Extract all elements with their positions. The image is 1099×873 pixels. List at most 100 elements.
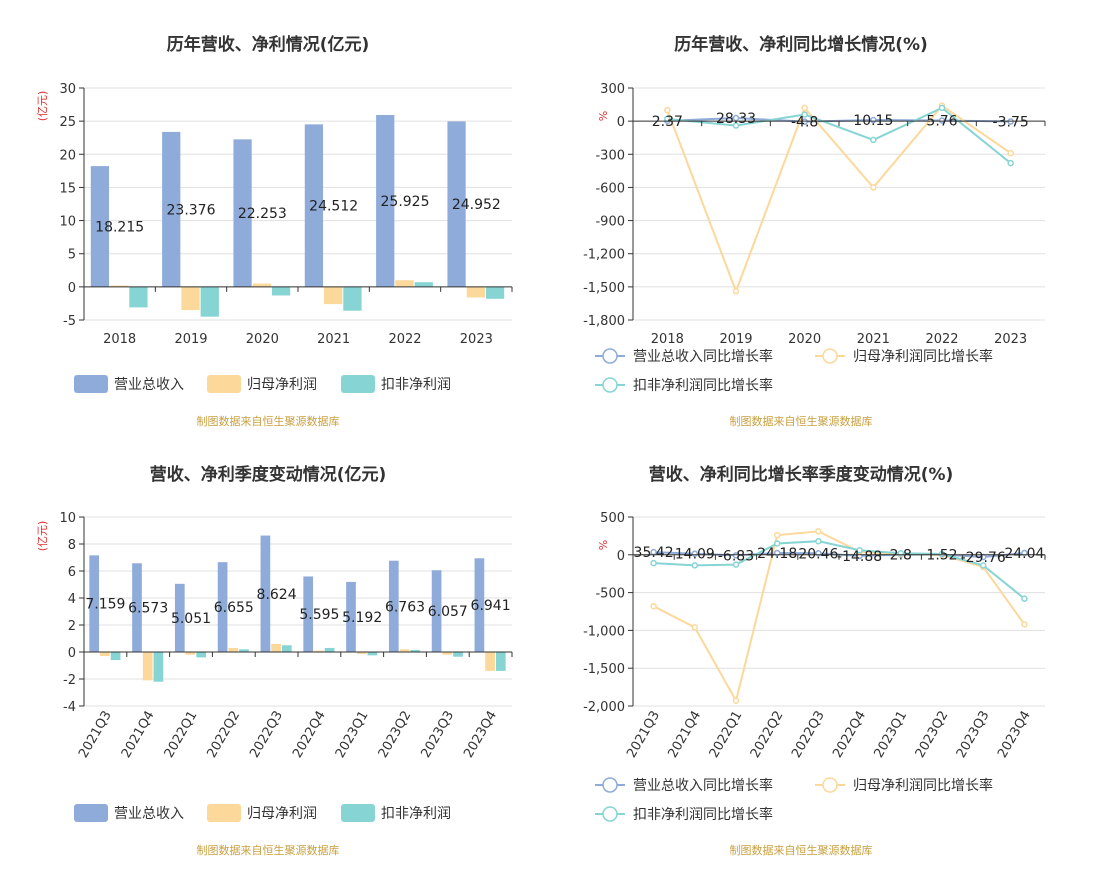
point-revenue xyxy=(1021,549,1028,557)
bar-netprofit xyxy=(399,649,410,652)
y-tick-label: -1,500 xyxy=(583,662,625,677)
data-source-note: 制图数据来自恒生聚源数据库 xyxy=(730,843,873,857)
bar-revenue xyxy=(474,558,485,652)
legend[interactable]: 营业总收入 归母净利润 扣非净利润 xyxy=(74,804,451,822)
data-label: 24.952 xyxy=(452,197,501,213)
chart-title: 营收、净利季度变动情况(亿元) xyxy=(150,464,387,485)
bar-netprofit xyxy=(100,652,110,657)
x-tick-label: 2020 xyxy=(788,332,821,347)
legend-swatch-deducted xyxy=(341,804,375,822)
x-tick-label: 2022Q4 xyxy=(290,709,329,761)
x-tick-label: 2023Q4 xyxy=(461,709,500,761)
y-tick-label: -4 xyxy=(63,700,76,715)
point-revenue xyxy=(732,114,740,122)
legend-label: 归母净利润 xyxy=(247,376,317,393)
point-netprofit xyxy=(650,602,657,610)
y-tick-label: 6 xyxy=(68,565,76,580)
y-tick-label: -5 xyxy=(63,314,76,329)
bar-deducted xyxy=(196,652,207,658)
data-source-note: 制图数据来自恒生聚源数据库 xyxy=(730,414,873,428)
data-label: 6.941 xyxy=(471,598,511,614)
chart-title: 营收、净利同比增长率季度变动情况(%) xyxy=(649,464,954,485)
x-axis: 2021Q3 2021Q4 2022Q1 2022Q2 2022Q3 2022Q4 2023… xyxy=(624,554,1046,761)
data-label: 14.09 xyxy=(675,547,715,563)
point-deducted xyxy=(691,562,699,569)
bar-deducted xyxy=(343,286,362,311)
y-unit-label: (亿元) xyxy=(36,521,49,552)
x-tick-label: 2023Q2 xyxy=(376,709,415,761)
point-netprofit xyxy=(801,104,808,112)
y-axis: -5 0 5 10 15 20 25 30 xyxy=(59,82,85,329)
bar-deducted xyxy=(324,647,335,652)
point-deducted xyxy=(870,136,877,144)
bar-netprofit xyxy=(395,280,414,287)
data-label: 35.42 xyxy=(634,545,674,561)
y-axis: -2,000 -1,500 -1,000 -500 0 500 xyxy=(583,511,634,715)
point-netprofit xyxy=(732,697,740,704)
x-tick-label: 2021 xyxy=(857,332,890,347)
legend-swatch-deducted xyxy=(341,375,375,393)
point-deducted xyxy=(801,111,808,118)
x-tick-label: 2021Q3 xyxy=(76,709,115,761)
y-tick-label: -500 xyxy=(595,587,625,602)
data-label: 23.376 xyxy=(167,202,216,218)
data-label: 6.763 xyxy=(385,599,425,615)
point-deducted xyxy=(732,561,740,568)
point-netprofit xyxy=(815,528,822,535)
y-tick-label: 8 xyxy=(68,538,76,553)
bar-deducted xyxy=(110,652,121,661)
data-labels: 18.215 23.376 22.253 24.512 25.925 24.952 xyxy=(95,194,501,236)
y-tick-label: 2 xyxy=(68,619,76,634)
legend-swatch-netprofit xyxy=(207,804,241,822)
bar-revenue xyxy=(303,576,314,652)
data-label: 6.057 xyxy=(428,604,468,620)
x-tick-label: 2021Q4 xyxy=(665,709,704,761)
y-tick-label: -1,000 xyxy=(583,624,625,639)
y-tick-label: 0 xyxy=(68,646,76,661)
point-revenue xyxy=(732,552,740,559)
line-netprofit xyxy=(666,104,1012,295)
bar-revenue xyxy=(174,583,185,652)
legend-swatch-revenue xyxy=(74,375,108,393)
y-tick-label: 30 xyxy=(59,82,76,97)
y-tick-label: 4 xyxy=(68,592,76,607)
y-tick-label: -900 xyxy=(595,215,625,230)
data-label: 18.215 xyxy=(95,219,144,235)
x-tick-label: 2023Q3 xyxy=(954,709,993,761)
y-tick-label: 0 xyxy=(617,549,625,564)
data-label: -6.83 xyxy=(718,548,754,564)
y-tick-label: 10 xyxy=(59,215,76,230)
point-netprofit xyxy=(732,288,740,295)
point-netprofit xyxy=(773,531,781,539)
data-source-note: 制图数据来自恒生聚源数据库 xyxy=(197,414,340,428)
bar-deducted xyxy=(153,652,164,682)
data-label: -3.75 xyxy=(993,115,1029,131)
x-axis: 2018 2019 2020 2021 2022 2023 xyxy=(83,286,513,347)
legend-marker-revenue xyxy=(602,348,618,364)
point-deducted xyxy=(773,540,781,547)
data-label: 22.253 xyxy=(238,206,287,222)
bar-deducted xyxy=(200,286,219,317)
point-deducted xyxy=(650,559,657,567)
bar-deducted xyxy=(239,649,249,652)
x-tick-label: 2023Q1 xyxy=(333,709,372,761)
point-deducted xyxy=(856,547,863,554)
legend[interactable]: 营业总收入 归母净利润 扣非净利润 xyxy=(74,375,451,393)
bar-netprofit xyxy=(442,652,453,655)
point-revenue xyxy=(773,549,781,557)
x-tick-label: 2022Q4 xyxy=(830,709,869,761)
y-tick-label: -2,000 xyxy=(583,700,625,715)
chart-title: 历年营收、净利情况(亿元) xyxy=(167,34,370,55)
line-deducted xyxy=(667,106,1012,164)
legend-marker-netprofit xyxy=(822,777,838,793)
y-unit-label: % xyxy=(597,540,610,550)
data-label: 10.15 xyxy=(853,113,893,129)
bar-deducted xyxy=(281,645,292,652)
bar-deducted xyxy=(129,286,148,308)
x-tick-label: 2022Q1 xyxy=(707,709,746,761)
point-revenue xyxy=(938,117,946,124)
bars xyxy=(89,535,506,682)
bar-revenue xyxy=(447,121,466,287)
